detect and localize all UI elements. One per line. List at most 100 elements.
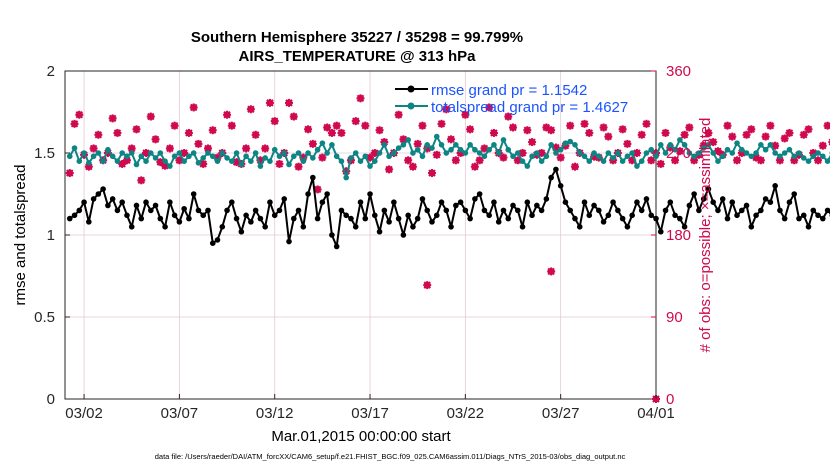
series-point-rmse <box>286 238 292 245</box>
series-point-rmse <box>529 212 535 219</box>
series-point-totalspread <box>486 146 492 153</box>
obs-possible-marker <box>800 131 808 139</box>
series-point-totalspread <box>681 142 688 148</box>
series-point-totalspread <box>686 150 693 156</box>
y-tick-label-right: 0 <box>666 391 674 408</box>
series-point-rmse <box>505 215 512 222</box>
series-point-totalspread <box>572 142 578 148</box>
series-point-totalspread <box>391 150 397 156</box>
series-point-rmse <box>66 215 73 222</box>
series-point-rmse <box>143 199 149 205</box>
series-point-rmse <box>333 243 340 250</box>
obs-possible-marker <box>657 160 665 168</box>
series-point-totalspread <box>453 142 459 148</box>
series-point-totalspread <box>429 145 435 151</box>
series-point-totalspread <box>548 142 554 148</box>
series-point-totalspread <box>810 153 817 160</box>
series-point-rmse <box>367 191 373 197</box>
series-point-totalspread <box>124 153 130 160</box>
x-tick-label: 04/01 <box>637 405 675 422</box>
obs-possible-marker <box>209 126 217 134</box>
obs-possible-marker <box>295 163 302 171</box>
series-point-totalspread <box>114 158 121 164</box>
series-point-rmse <box>362 215 369 222</box>
series-point-rmse <box>86 219 92 225</box>
series-point-totalspread <box>805 158 812 164</box>
obs-possible-marker <box>376 126 383 134</box>
obs-possible-marker <box>485 104 493 111</box>
series-point-rmse <box>500 207 507 214</box>
series-point-totalspread <box>257 163 264 169</box>
series-point-totalspread <box>562 140 569 146</box>
obs-possible-marker <box>223 111 231 119</box>
series-point-rmse <box>433 212 440 219</box>
series-point-rmse <box>371 212 378 219</box>
obs-possible-marker <box>614 149 622 157</box>
series-point-rmse <box>510 202 516 209</box>
series-point-totalspread <box>424 142 431 148</box>
series-point-rmse <box>710 199 716 205</box>
series-point-rmse <box>443 207 450 214</box>
y-tick-label-right: 90 <box>666 309 683 326</box>
series-point-rmse <box>762 196 769 202</box>
obs-possible-marker <box>757 156 765 164</box>
obs-possible-marker <box>118 160 126 168</box>
series-point-totalspread <box>86 160 92 166</box>
obs-possible-marker <box>509 124 517 131</box>
obs-marker-stroke <box>547 267 555 276</box>
series-point-totalspread <box>615 150 621 156</box>
series-point-totalspread <box>200 155 207 161</box>
series-point-totalspread <box>767 142 774 148</box>
series-point-totalspread <box>205 150 211 156</box>
series-point-totalspread <box>634 163 640 169</box>
obs-possible-marker <box>528 138 536 146</box>
series-point-rmse <box>162 224 168 230</box>
obs-possible-marker <box>90 145 97 152</box>
obs-possible-marker <box>114 129 121 137</box>
obs-possible-marker <box>361 122 369 130</box>
series-point-totalspread <box>786 146 793 153</box>
series-point-rmse <box>610 199 616 205</box>
obs-possible-marker <box>66 169 74 177</box>
y-axis-label-right: # of obs: o=possible; ×=assimilated <box>697 118 714 353</box>
obs-possible-marker <box>357 94 364 102</box>
series-point-rmse <box>681 224 688 230</box>
series-point-rmse <box>76 207 83 214</box>
series-point-rmse <box>343 212 350 219</box>
obs-possible-marker <box>276 160 283 168</box>
series-point-totalspread <box>796 150 802 156</box>
series-point-totalspread <box>700 145 707 151</box>
obs-possible-marker <box>585 129 593 137</box>
series-point-totalspread <box>162 158 168 164</box>
obs-assimilated-marker <box>423 281 432 290</box>
series-point-totalspread <box>586 158 593 164</box>
obs-possible-marker <box>266 99 274 107</box>
series-point-totalspread <box>476 150 483 156</box>
series-point-totalspread <box>176 150 183 156</box>
series-point-rmse <box>181 205 187 212</box>
series-point-rmse <box>796 215 802 222</box>
series-point-totalspread <box>295 150 302 156</box>
obs-possible-marker <box>662 129 669 137</box>
series-point-totalspread <box>710 150 716 156</box>
series-point-totalspread <box>524 163 531 169</box>
series-point-rmse <box>124 212 130 219</box>
series-point-rmse <box>514 207 521 214</box>
obs-possible-marker <box>500 154 507 161</box>
obs-possible-marker <box>805 125 812 133</box>
legend-marker-rmse <box>407 85 415 93</box>
series-point-rmse <box>481 207 488 214</box>
series-point-totalspread <box>324 150 330 156</box>
series-point-totalspread <box>443 150 450 156</box>
series-point-rmse <box>662 207 669 214</box>
series-point-rmse <box>391 199 397 205</box>
series-point-rmse <box>229 199 235 205</box>
series-point-totalspread <box>624 153 631 160</box>
x-tick-label: 03/12 <box>256 405 294 422</box>
series-point-totalspread <box>133 161 140 168</box>
series-point-totalspread <box>414 146 421 153</box>
series-point-rmse <box>524 199 531 205</box>
series-point-totalspread <box>529 153 535 160</box>
series-point-totalspread <box>762 146 769 153</box>
obs-possible-marker <box>709 138 717 146</box>
